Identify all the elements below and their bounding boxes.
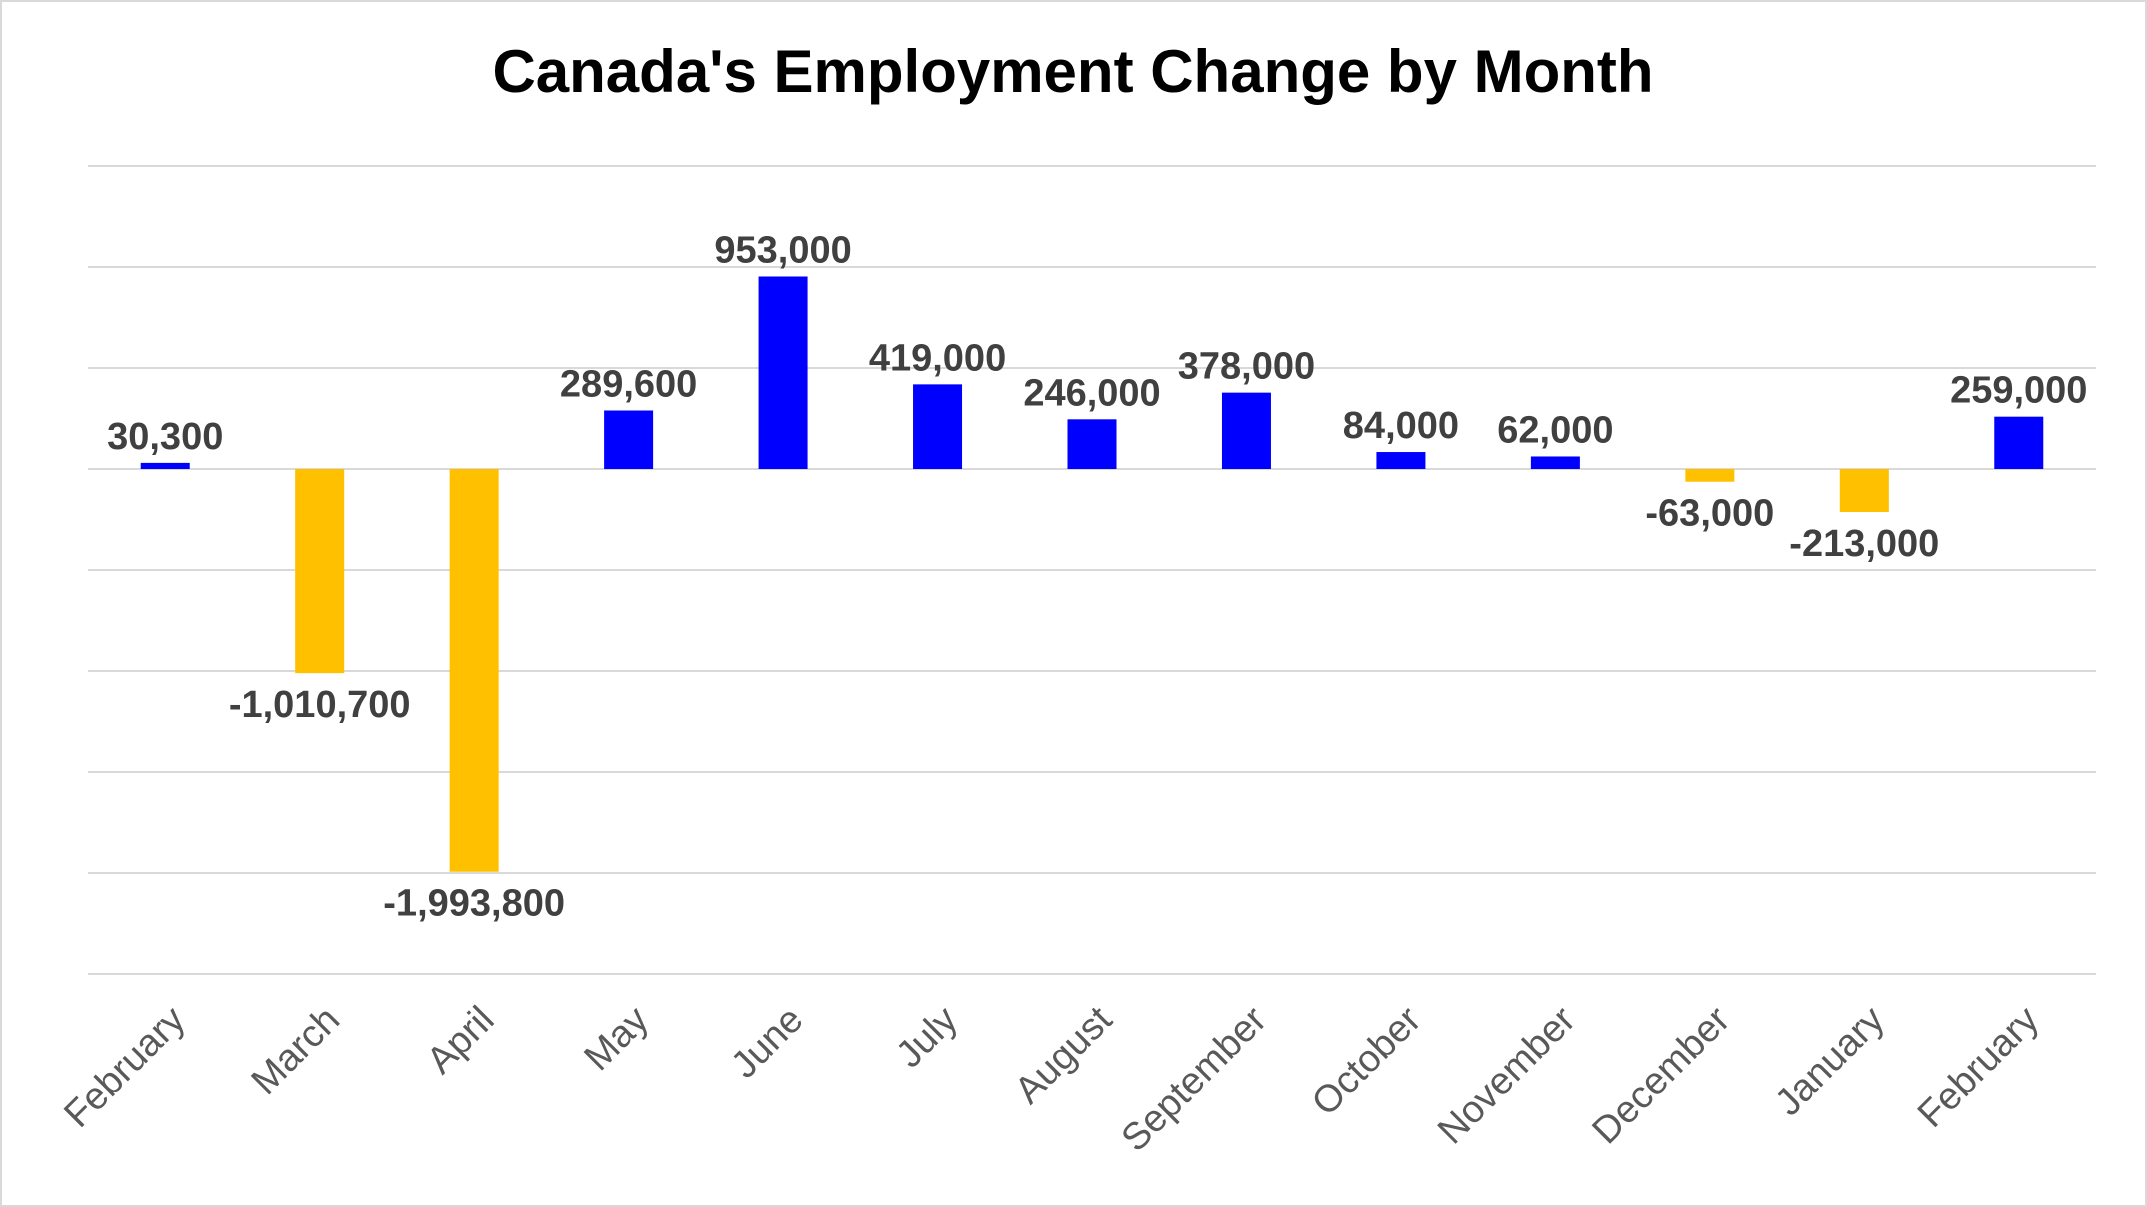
bar-july-5 (913, 384, 963, 469)
bar-january-11 (1839, 469, 1889, 513)
data-label-november-9: 62,000 (1497, 409, 1613, 451)
bar-october-8 (1376, 452, 1426, 469)
data-labels: 30,300 -1,010,700 -1,993,800 289,600 953,000… (107, 229, 2087, 924)
bar-february-12 (1994, 416, 2044, 469)
bar-september-7 (1221, 392, 1271, 469)
data-label-may-3: 289,600 (560, 364, 697, 406)
data-label-march-1: -1,010,700 (229, 684, 411, 726)
bar-may-3 (604, 410, 654, 469)
data-label-february-0: 30,300 (107, 416, 223, 458)
data-label-october-8: 84,000 (1343, 405, 1459, 447)
bar-february-0 (140, 462, 190, 469)
data-label-january-11: -213,000 (1789, 523, 1939, 565)
chart-title: Canada's Employment Change by Month (492, 38, 1653, 105)
data-label-april-2: -1,993,800 (383, 883, 565, 925)
bar-june-4 (758, 276, 808, 469)
data-label-june-4: 953,000 (714, 229, 851, 271)
data-label-december-10: -63,000 (1645, 493, 1774, 535)
bars (140, 276, 2044, 872)
bar-august-6 (1067, 419, 1117, 469)
bar-march-1 (295, 469, 345, 674)
data-label-september-7: 378,000 (1178, 346, 1315, 388)
data-label-july-5: 419,000 (869, 337, 1006, 379)
data-label-august-6: 246,000 (1023, 372, 1160, 414)
bar-december-10 (1685, 469, 1735, 482)
bar-november-9 (1530, 456, 1580, 469)
bar-april-2 (449, 469, 499, 872)
gridlines (88, 165, 2096, 975)
data-label-february-12: 259,000 (1950, 370, 2087, 412)
